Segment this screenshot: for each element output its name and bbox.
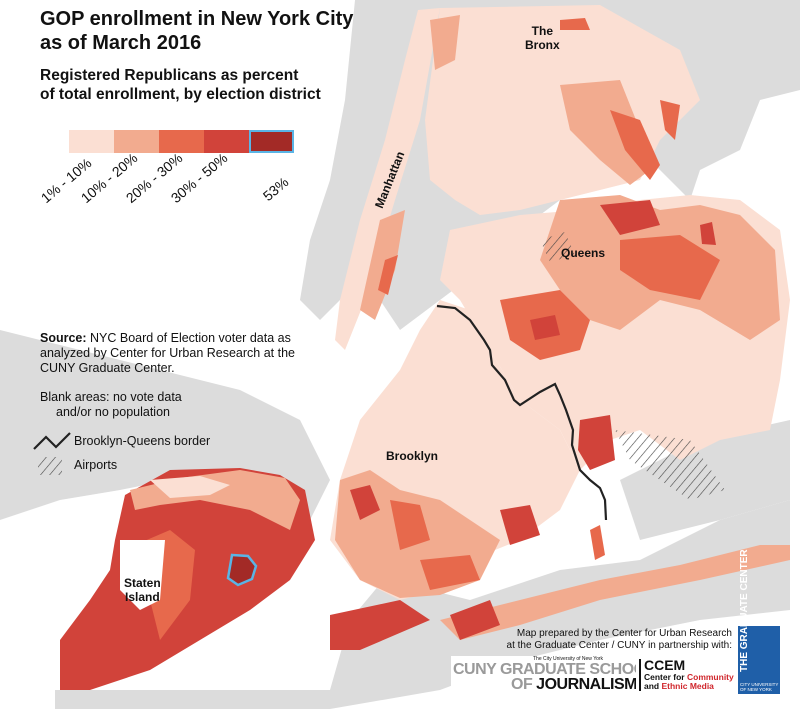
map-title: GOP enrollment in New York City as of Ma… [40, 8, 354, 54]
graduate-center-logo: THE GRADUATE CENTER CITY UNIVERSITY OF N… [738, 549, 780, 694]
border-legend-label: Brooklyn-Queens border [74, 434, 211, 448]
legend-labels: 1% - 10% 10% - 20% 20% - 30% 30% - 50% 5… [38, 150, 340, 230]
airports-legend-label: Airports [74, 458, 118, 472]
label-brooklyn: Brooklyn [386, 449, 439, 463]
legend-swatch-30-50 [204, 130, 249, 153]
credit-text: Map prepared by the Center for Urban Res… [506, 628, 732, 651]
staten-island [60, 468, 315, 690]
airports-legend-icon [38, 457, 62, 475]
highlight-53pct-district [226, 553, 258, 587]
rockaways [330, 545, 790, 650]
ccem-logo: CCEM Center for Community and Ethnic Medi… [636, 656, 734, 694]
manhattan [335, 8, 440, 350]
map-subtitle: Registered Republicans as percent of tot… [40, 67, 321, 103]
blank-areas-note: Blank areas: no vote data and/or no popu… [40, 390, 182, 419]
label-staten-island: Staten Island [124, 576, 161, 604]
brooklyn [330, 300, 605, 600]
label-queens: Queens [561, 246, 606, 260]
source-note: Source: NYC Board of Election voter data… [40, 331, 295, 375]
border-legend-icon [33, 432, 71, 450]
bronx [425, 5, 700, 215]
brooklyn-queens-border [436, 304, 608, 521]
label-bronx: The Bronx [525, 24, 560, 52]
color-legend [69, 130, 294, 153]
legend-swatch-20-30 [159, 130, 204, 153]
cuny-journalism-logo: The City University of New York CUNY GRA… [451, 656, 655, 694]
legend-label: 53% [259, 173, 292, 204]
legend-swatch-1-10 [69, 130, 114, 153]
legend-swatch-53 [249, 130, 294, 153]
legend-swatch-10-20 [114, 130, 159, 153]
